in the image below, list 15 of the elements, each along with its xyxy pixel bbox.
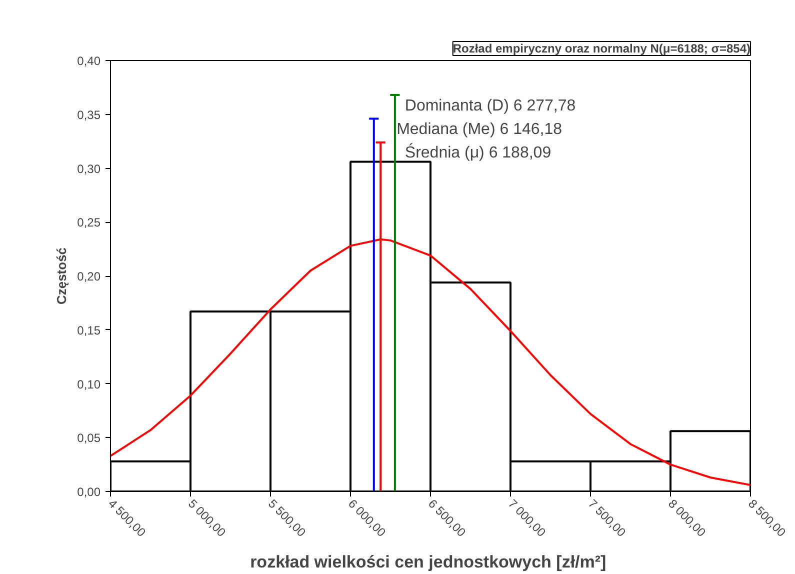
- x-axis-title: rozkład wielkości cen jednostkowych [zł/m²]: [250, 552, 606, 572]
- ref-line-label: Dominanta (D) 6 277,78: [404, 97, 576, 114]
- y-tick-label: 0,20: [77, 270, 101, 284]
- y-tick-label: 0,25: [77, 216, 101, 230]
- y-tick-label: 0,40: [77, 54, 101, 68]
- y-tick-label: 0,30: [77, 162, 101, 176]
- chart-title: Rozład empiryczny oraz normalny N(μ=6188; σ=854): [452, 42, 751, 56]
- y-tick-label: 0,05: [77, 431, 101, 446]
- ref-line-label: Mediana (Me) 6 146,18: [396, 120, 562, 138]
- y-tick-label: 0,15: [77, 323, 101, 338]
- y-axis-title: Częstość: [54, 247, 70, 305]
- y-tick-label: 0,00: [77, 485, 101, 499]
- y-tick-label: 0,10: [77, 377, 101, 392]
- ref-line-label: Średnia (μ) 6 188,09: [404, 142, 552, 162]
- y-tick-label: 0,35: [77, 108, 101, 122]
